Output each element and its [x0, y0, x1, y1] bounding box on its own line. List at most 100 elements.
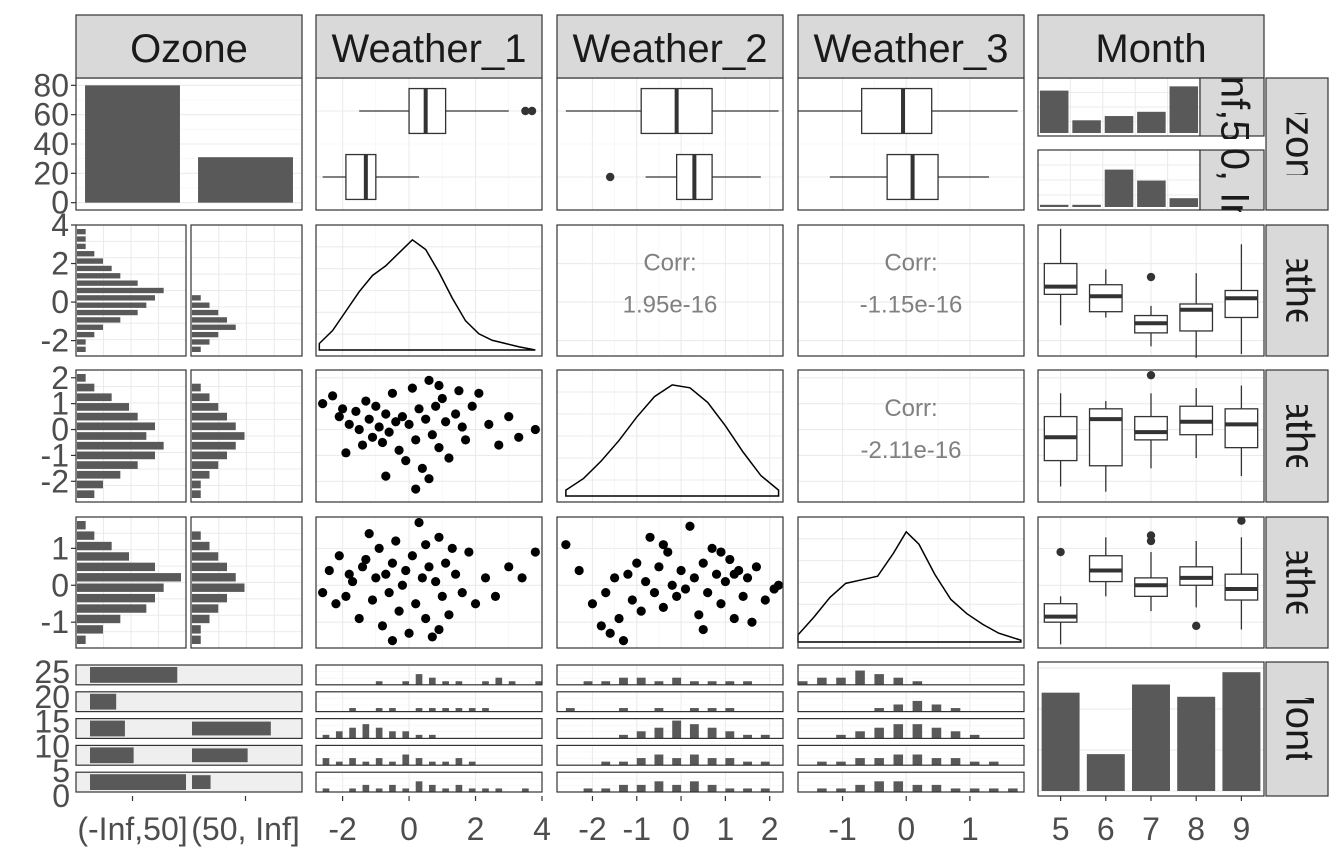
bar: [912, 681, 923, 685]
bar: [565, 708, 575, 712]
scatter-point: [530, 547, 540, 557]
scatter-point: [424, 375, 434, 385]
y-tick-label: 80: [33, 67, 69, 103]
bar: [725, 788, 735, 792]
bar: [192, 309, 219, 316]
scatter-point: [725, 554, 735, 565]
scatter-point: [454, 386, 464, 396]
scatter-point: [618, 636, 629, 646]
y-tick-label: 0: [51, 412, 69, 448]
bar: [855, 758, 865, 766]
column-strip-label: Ozone: [130, 27, 248, 71]
scatter-point: [680, 584, 691, 594]
y-tick-label: 2: [51, 360, 69, 396]
bar: [192, 393, 210, 402]
bar: [192, 441, 236, 450]
bar: [950, 788, 961, 792]
y-tick-label: 40: [33, 126, 69, 162]
bar: [192, 295, 201, 301]
bar: [707, 708, 717, 712]
bar: [402, 754, 410, 766]
x-tick-label: 5: [1052, 811, 1070, 847]
bar: [760, 761, 770, 766]
scatter-point: [371, 401, 381, 411]
panel-hist-weather_1-border: [75, 224, 187, 357]
bar: [950, 731, 961, 739]
panel-month-weather_1-sub-border: [315, 691, 543, 713]
scatter-point: [384, 588, 394, 598]
x-tick-label: 0: [897, 811, 915, 847]
scatter-point: [361, 554, 371, 565]
panel-month-weather_3-sub-border: [797, 691, 1025, 713]
scatter-point: [694, 610, 704, 620]
panel-weather_1-weather_2-border: [556, 224, 784, 357]
scatter-point: [394, 606, 404, 616]
scatter-point: [364, 529, 374, 539]
panel-weather_3-month-border: [1037, 516, 1265, 649]
panels: Corr: 1.95e-16 Corr: -1.15e-16 Corr: -2.11e-1…: [75, 77, 1265, 797]
bar: [77, 374, 86, 382]
box: [1043, 603, 1078, 623]
column-strip-ozone: [75, 14, 303, 79]
scatter-point: [627, 595, 637, 605]
row-strip-label: Weather_1: [1277, 193, 1321, 388]
bar: [90, 667, 178, 683]
panel-hist-weather_2-border: [75, 369, 187, 503]
scatter-point: [444, 610, 454, 620]
bar: [77, 287, 164, 294]
bar: [583, 681, 593, 685]
scatter-point: [374, 543, 384, 553]
bar: [455, 758, 463, 766]
bar: [874, 758, 884, 766]
bar: [817, 761, 827, 766]
panel-month-ozone-sub-border: [75, 717, 303, 739]
strips: Ozone Weather_1 Weather_2 Weather_3 MonthOzo…: [75, 14, 1329, 797]
bar: [654, 754, 664, 766]
bar: [389, 708, 396, 712]
bar: [601, 788, 611, 792]
bar: [192, 614, 210, 624]
bar: [429, 708, 436, 712]
bar: [1008, 788, 1018, 792]
scatter-point: [444, 453, 454, 463]
panel-month-weather_3-sub-bg: [798, 772, 1024, 792]
bar: [192, 412, 227, 421]
bar: [912, 784, 923, 792]
scatter-point: [561, 540, 571, 550]
density-curve: [797, 530, 1022, 643]
row-strip-label: Month: [1277, 673, 1321, 784]
scatter-point: [517, 573, 527, 583]
bar: [912, 700, 923, 712]
bar: [508, 681, 516, 685]
scatter-point: [434, 624, 444, 635]
bar: [77, 480, 103, 489]
bar: [619, 761, 628, 766]
scatter-point: [698, 558, 708, 568]
panel-month-weather_2-sub-border: [556, 691, 784, 713]
scatter-point: [394, 445, 404, 455]
x-tick-label: 9: [1233, 811, 1251, 847]
x-tick-label: 4: [533, 811, 551, 847]
bar: [77, 265, 112, 272]
bar: [707, 727, 717, 739]
bar: [77, 346, 86, 352]
bar: [442, 708, 449, 712]
bar: [77, 604, 147, 613]
bar: [672, 784, 682, 792]
row-strip-weather_2: [1265, 369, 1329, 503]
bar: [619, 734, 628, 739]
bar: [1041, 692, 1080, 791]
bar: [90, 747, 134, 764]
bar: [192, 604, 219, 613]
bar: [689, 681, 699, 685]
panel-month-weather_1-sub-bg: [316, 772, 542, 792]
panel-weather_2-weather_1-border: [315, 369, 543, 503]
bar: [192, 721, 271, 736]
scatter-point: [437, 393, 447, 404]
scatter-point: [371, 573, 381, 583]
panel-month-weather_3-sub-bg: [798, 665, 1024, 685]
scatter-point: [334, 411, 344, 422]
bar: [77, 251, 95, 257]
panel-month-weather_1-sub-border: [315, 771, 543, 793]
bar: [192, 302, 210, 308]
